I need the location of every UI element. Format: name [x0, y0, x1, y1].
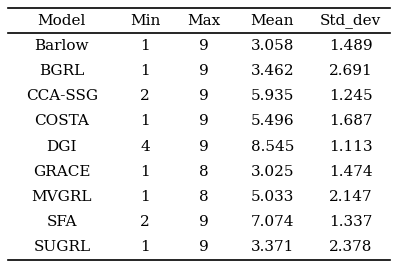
Text: 1: 1	[140, 39, 150, 53]
Text: SUGRL: SUGRL	[33, 240, 90, 254]
Text: 2.147: 2.147	[329, 190, 373, 204]
Text: 1: 1	[140, 190, 150, 204]
Text: 1: 1	[140, 114, 150, 128]
Text: Mean: Mean	[251, 14, 294, 28]
Text: 2: 2	[140, 215, 150, 229]
Text: Model: Model	[38, 14, 86, 28]
Text: Std_dev: Std_dev	[320, 13, 381, 28]
Text: BGRL: BGRL	[39, 64, 84, 78]
Text: Max: Max	[187, 14, 220, 28]
Text: 1.337: 1.337	[329, 215, 373, 229]
Text: 9: 9	[199, 215, 209, 229]
Text: 4: 4	[140, 140, 150, 154]
Text: 1: 1	[140, 240, 150, 254]
Text: 5.496: 5.496	[251, 114, 294, 128]
Text: 1: 1	[140, 64, 150, 78]
Text: 2.691: 2.691	[329, 64, 373, 78]
Text: 9: 9	[199, 140, 209, 154]
Text: 3.058: 3.058	[251, 39, 294, 53]
Text: 8: 8	[199, 190, 209, 204]
Text: 1.489: 1.489	[329, 39, 373, 53]
Text: 2.378: 2.378	[329, 240, 373, 254]
Text: Barlow: Barlow	[35, 39, 89, 53]
Text: 5.935: 5.935	[251, 89, 294, 103]
Text: 9: 9	[199, 240, 209, 254]
Text: MVGRL: MVGRL	[31, 190, 92, 204]
Text: 8.545: 8.545	[251, 140, 294, 154]
Text: COSTA: COSTA	[34, 114, 89, 128]
Text: 3.462: 3.462	[251, 64, 294, 78]
Text: Min: Min	[130, 14, 160, 28]
Text: 9: 9	[199, 89, 209, 103]
Text: DGI: DGI	[47, 140, 77, 154]
Text: 8: 8	[199, 165, 209, 179]
Text: 5.033: 5.033	[251, 190, 294, 204]
Text: 7.074: 7.074	[251, 215, 294, 229]
Text: 3.371: 3.371	[251, 240, 294, 254]
Text: 1.474: 1.474	[329, 165, 373, 179]
Text: 3.025: 3.025	[251, 165, 294, 179]
Text: 1.687: 1.687	[329, 114, 373, 128]
Text: 9: 9	[199, 64, 209, 78]
Text: 1.245: 1.245	[329, 89, 373, 103]
Text: 1: 1	[140, 165, 150, 179]
Text: 1.113: 1.113	[329, 140, 373, 154]
Text: SFA: SFA	[47, 215, 77, 229]
Text: CCA-SSG: CCA-SSG	[26, 89, 98, 103]
Text: 9: 9	[199, 114, 209, 128]
Text: 2: 2	[140, 89, 150, 103]
Text: GRACE: GRACE	[33, 165, 91, 179]
Text: 9: 9	[199, 39, 209, 53]
